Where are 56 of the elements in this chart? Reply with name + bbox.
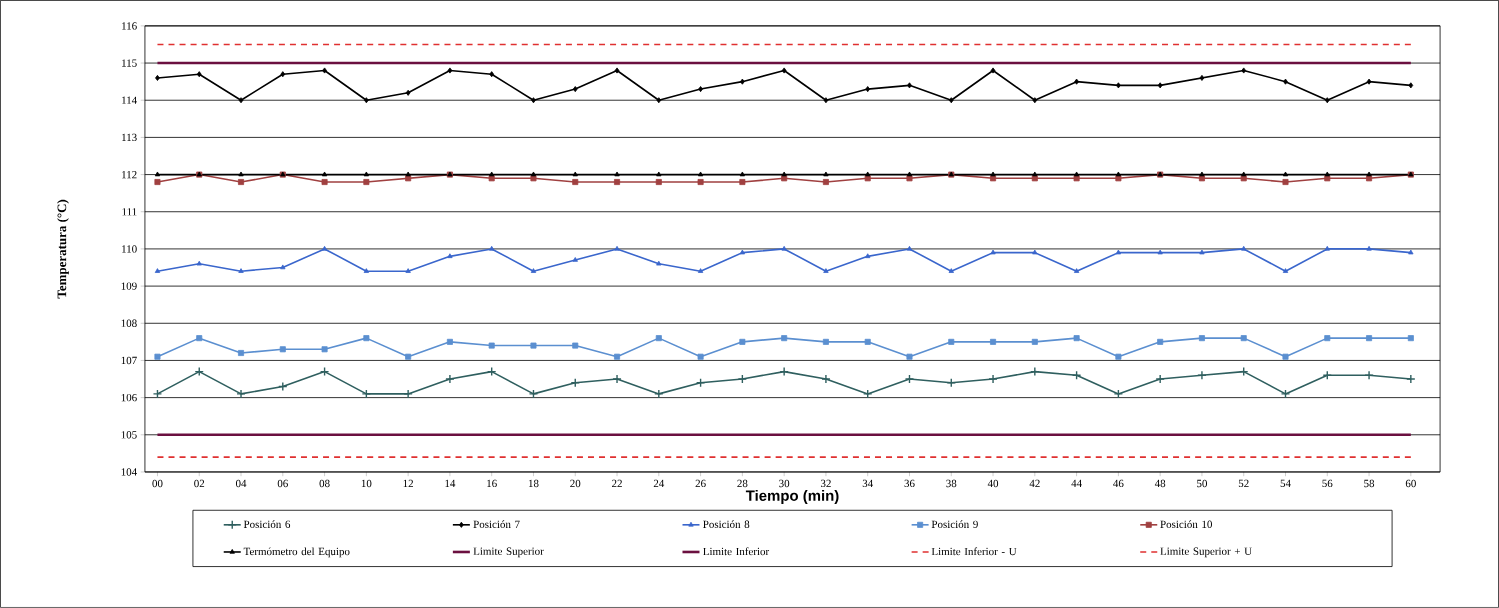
- x-tick-label: 42: [1029, 479, 1040, 488]
- y-tick-label: 114: [122, 96, 137, 104]
- x-tick-label: 24: [653, 479, 665, 488]
- x-tick-label: 48: [1154, 479, 1166, 488]
- x-tick-label: 14: [445, 479, 456, 488]
- x-tick-label: 40: [987, 479, 999, 488]
- x-tick-label: 36: [904, 479, 915, 488]
- y-tick-label: 112: [122, 171, 137, 179]
- y-tick-label: 107: [121, 356, 137, 365]
- x-tick-label: 46: [1113, 479, 1124, 488]
- legend-label: Posición 8: [703, 520, 750, 529]
- x-tick-label: 44: [1071, 479, 1082, 487]
- legend-label: Limite Inferior: [703, 547, 770, 556]
- x-axis-title: Tiempo (min): [745, 490, 839, 504]
- y-tick-label: 108: [121, 319, 137, 328]
- x-tick-label: 52: [1238, 479, 1249, 488]
- legend-label: Limite Superior + U: [1160, 547, 1252, 558]
- x-tick-label: 56: [1322, 479, 1333, 488]
- x-tick-label: 32: [820, 479, 831, 488]
- y-tick-label: 109: [121, 282, 137, 290]
- x-tick-label: 20: [570, 479, 581, 488]
- y-axis-title: Temperatura (°C): [57, 199, 69, 299]
- y-tick-label: 104: [121, 468, 137, 476]
- y-tick-label: 110: [122, 245, 137, 253]
- x-tick-label: 06: [277, 479, 288, 488]
- x-tick-label: 58: [1364, 479, 1375, 488]
- legend-label: Termómetro del Equipo: [243, 547, 350, 558]
- x-tick-label: 30: [779, 479, 790, 488]
- y-tick-label: 115: [122, 59, 137, 67]
- x-tick-label: 18: [528, 479, 539, 488]
- x-tick-label: 50: [1197, 479, 1208, 488]
- x-tick-label: 54: [1280, 479, 1291, 488]
- x-tick-label: 08: [319, 479, 330, 488]
- legend-label: Limite Superior: [473, 547, 544, 558]
- x-tick-label: 02: [194, 479, 205, 488]
- y-tick-label: 111: [122, 208, 137, 216]
- x-tick-label: 22: [612, 479, 622, 488]
- x-tick-label: 34: [862, 479, 874, 488]
- x-tick-label: 12: [403, 479, 414, 488]
- y-tick-label: 105: [121, 431, 137, 439]
- legend-label: Posición 9: [931, 520, 978, 529]
- y-tick-label: 113: [122, 133, 137, 142]
- legend-label: Posición 6: [243, 520, 291, 529]
- x-tick-label: 28: [737, 479, 748, 488]
- legend-label: Limite Inferior - U: [931, 547, 1017, 556]
- x-tick-label: 26: [695, 479, 706, 488]
- x-tick-label: 04: [235, 479, 247, 488]
- legend-label: Posición 7: [473, 520, 520, 529]
- y-tick-label: 106: [121, 393, 137, 402]
- x-tick-label: 00: [152, 479, 163, 488]
- x-tick-label: 16: [487, 479, 497, 488]
- x-tick-label: 10: [361, 479, 372, 488]
- x-tick-label: 38: [946, 479, 957, 488]
- y-tick-label: 116: [122, 22, 137, 30]
- x-tick-label: 60: [1405, 479, 1416, 488]
- legend-label: Posición 10: [1160, 520, 1212, 529]
